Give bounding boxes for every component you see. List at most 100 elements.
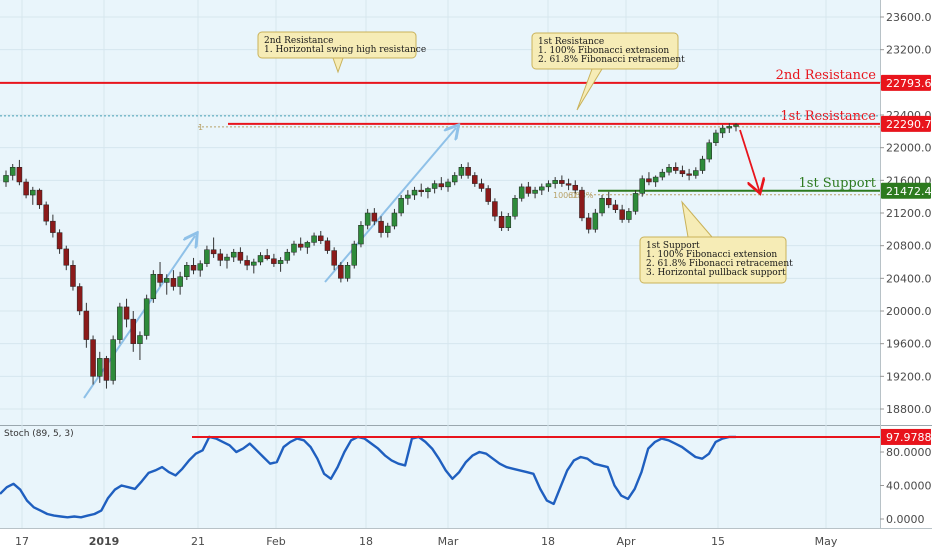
stoch-level-badge (881, 428, 931, 445)
price-tick-label: 21200.0 (886, 207, 932, 220)
callout-text: 1st Support (646, 241, 700, 251)
candle (445, 178, 451, 192)
indicator-pane (0, 426, 880, 528)
candle-body (713, 132, 719, 144)
level-label: 1st Support (799, 176, 877, 191)
candle (230, 248, 237, 262)
time-axis-panel (0, 528, 932, 550)
candle (117, 302, 123, 344)
time-tick-label: Feb (266, 535, 285, 548)
candle (324, 237, 331, 254)
time-tick-label: 21 (191, 535, 205, 548)
candle (157, 262, 163, 287)
candle (163, 274, 170, 295)
candle-body (190, 265, 197, 271)
candle-body (23, 181, 29, 196)
candle-body (619, 209, 625, 220)
candle (97, 351, 103, 383)
candle (545, 180, 552, 192)
candle (498, 211, 505, 231)
candle (103, 355, 110, 389)
candle-body (726, 126, 733, 129)
candle (726, 123, 733, 133)
candle-body (43, 204, 49, 222)
candle (585, 213, 592, 234)
callout-text: 3. Horizontal pullback support (646, 268, 786, 278)
candle-body (318, 235, 324, 242)
candle (733, 123, 739, 132)
time-tick-label: 15 (711, 535, 725, 548)
callout-text: 2. 61.8% Fibonacci retracement (538, 55, 685, 65)
candle (391, 208, 398, 230)
candle (572, 180, 579, 194)
candle (492, 198, 498, 222)
candle-body (184, 265, 190, 277)
candle (56, 229, 63, 254)
candle (472, 172, 478, 187)
candle-body (445, 181, 451, 188)
level-badge (881, 182, 931, 199)
candle (371, 208, 378, 226)
candle (76, 283, 83, 316)
candle-body (16, 167, 23, 183)
candle (646, 172, 652, 186)
candle-body (679, 170, 686, 175)
candle (632, 190, 639, 215)
candle-body (465, 167, 471, 176)
candle (237, 247, 244, 264)
candle-body (351, 243, 358, 266)
candle-body (525, 186, 532, 194)
candle (672, 162, 679, 174)
callout-text: 2. 61.8% Fibonacci retracement (646, 259, 793, 269)
candle (659, 168, 666, 181)
candle-body (666, 167, 672, 173)
stoch-tick-label: 0.0000 (886, 513, 925, 526)
candle-body (592, 212, 599, 230)
candle (559, 175, 565, 187)
time-tick-label: May (815, 535, 838, 548)
candle-body (110, 339, 116, 381)
stoch-level-badge-value: 97.9788 (886, 431, 932, 444)
candle (318, 230, 324, 245)
candle-body (304, 242, 311, 248)
callout-text: 2nd Resistance (264, 36, 334, 46)
candle-body (197, 263, 203, 271)
candle-body (150, 274, 157, 299)
candle (210, 237, 217, 258)
candle (331, 247, 337, 271)
candle-body (371, 212, 378, 222)
candle (224, 253, 230, 269)
candle (565, 178, 572, 191)
candle (3, 170, 9, 187)
price-tick-label: 20000.0 (886, 305, 932, 318)
candle (713, 129, 719, 147)
candle (364, 208, 371, 230)
candle-body (163, 278, 170, 283)
candle-body (512, 198, 518, 217)
candle-body (297, 243, 304, 248)
candle-body (686, 173, 692, 176)
candle-body (90, 339, 96, 377)
candle (639, 175, 645, 197)
candle-body (210, 249, 217, 255)
candle-body (451, 175, 458, 183)
candle (438, 177, 445, 191)
candle (36, 188, 43, 209)
candle (143, 294, 150, 340)
candle-body (626, 211, 632, 220)
candle (190, 257, 197, 275)
callout-text: 1. 100% Fibonacci extension (538, 46, 669, 56)
candle (291, 240, 297, 256)
candle-body (485, 188, 491, 202)
level-badge-value: 22793.6 (886, 77, 932, 90)
callout-box (531, 32, 679, 70)
candle-body (606, 198, 612, 206)
candle (351, 240, 358, 269)
price-tick-label: 19600.0 (886, 338, 932, 351)
candle-body (284, 251, 291, 261)
candle (706, 139, 712, 163)
stoch-tick-label: 80.0000 (886, 446, 932, 459)
stoch-line (0, 435, 736, 519)
candle-body (264, 255, 270, 259)
candle (297, 237, 304, 251)
